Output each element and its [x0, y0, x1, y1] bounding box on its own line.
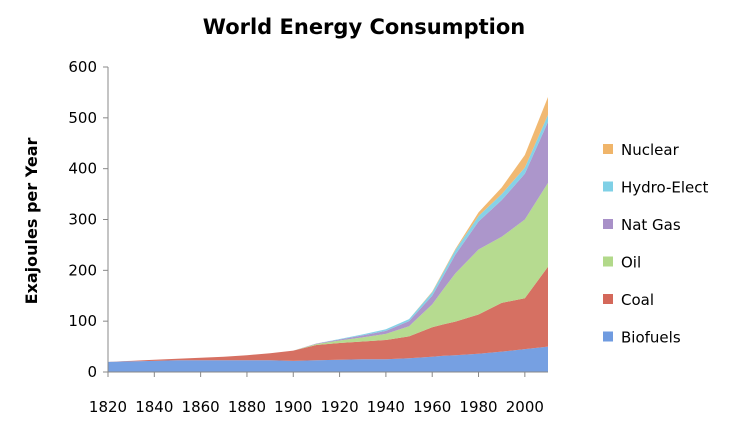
x-tick-label: 1960 — [413, 398, 451, 416]
legend-label-oil: Oil — [621, 254, 641, 272]
legend-swatch-nuclear — [603, 144, 613, 154]
x-tick-label: 1840 — [135, 398, 173, 416]
legend: Nuclear Hydro-Elect Nat Gas Oil Coal Biofuels — [603, 141, 709, 347]
x-tick-label: 1920 — [320, 398, 358, 416]
y-tick-label: 100 — [68, 312, 97, 330]
legend-label-coal: Coal — [621, 291, 654, 309]
tick-labels: 0 100 200 300 400 500 600 1820 1840 1860 1880 1900 1… — [68, 58, 544, 416]
y-tick-label: 300 — [68, 211, 97, 229]
area-biofuels — [108, 346, 548, 372]
x-tick-label: 1880 — [228, 398, 266, 416]
y-tick-label: 600 — [68, 58, 97, 76]
legend-label-hydro-elect: Hydro-Elect — [621, 179, 709, 197]
x-tick-label: 2000 — [506, 398, 544, 416]
x-tick-label: 1900 — [274, 398, 312, 416]
chart-title: World Energy Consumption — [203, 15, 525, 39]
x-tick-label: 1940 — [367, 398, 405, 416]
area-oil — [108, 182, 548, 362]
y-tick-label: 400 — [68, 160, 97, 178]
area-layer — [108, 96, 548, 372]
x-tick-label: 1820 — [89, 398, 127, 416]
legend-swatch-nat-gas — [603, 219, 613, 229]
legend-swatch-hydro-elect — [603, 181, 613, 192]
y-axis-label: Exajoules per Year — [22, 138, 41, 305]
y-tick-label: 0 — [87, 363, 97, 381]
legend-label-nuclear: Nuclear — [621, 141, 680, 159]
area-coal — [108, 266, 548, 362]
axes — [103, 66, 548, 377]
y-tick-label: 500 — [68, 109, 97, 127]
legend-label-nat-gas: Nat Gas — [621, 216, 681, 234]
legend-swatch-oil — [603, 256, 613, 267]
y-tick-label: 200 — [68, 261, 97, 279]
legend-swatch-biofuels — [603, 331, 613, 342]
x-tick-label: 1980 — [459, 398, 497, 416]
legend-label-biofuels: Biofuels — [621, 329, 681, 347]
x-tick-label: 1860 — [182, 398, 220, 416]
legend-swatch-coal — [603, 294, 613, 304]
